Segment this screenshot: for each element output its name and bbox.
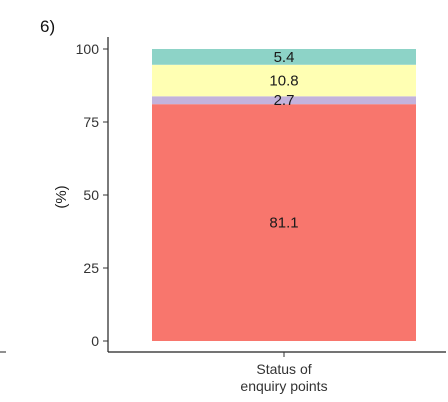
bar-segment-2 — [152, 64, 416, 97]
panel-label: 6) — [40, 17, 55, 36]
y-tick-label-75: 75 — [83, 114, 99, 130]
plot-area: 0 25 50 75 100 81.1 2.7 10.8 5.4 Status ofenquiry… — [76, 37, 446, 394]
bar-segment-1 — [152, 96, 416, 105]
bar-segment-0 — [152, 104, 416, 341]
bar-segment-label-1: 2.7 — [274, 92, 295, 109]
y-tick-label-0: 0 — [91, 333, 99, 349]
bar-segment-label-2: 10.8 — [269, 73, 298, 90]
bar-segment-label-3: 5.4 — [274, 49, 295, 66]
x-tick-label-line-1: enquiry points — [240, 378, 327, 394]
y-tick-label-25: 25 — [83, 260, 99, 276]
y-axis-title: (%) — [53, 185, 70, 208]
y-tick-label-50: 50 — [83, 187, 99, 203]
bar-segment-3 — [152, 49, 416, 65]
y-tick-label-100: 100 — [76, 41, 100, 57]
bar-segment-label-0: 81.1 — [269, 215, 298, 232]
x-tick-label-line-0: Status of — [256, 361, 311, 377]
